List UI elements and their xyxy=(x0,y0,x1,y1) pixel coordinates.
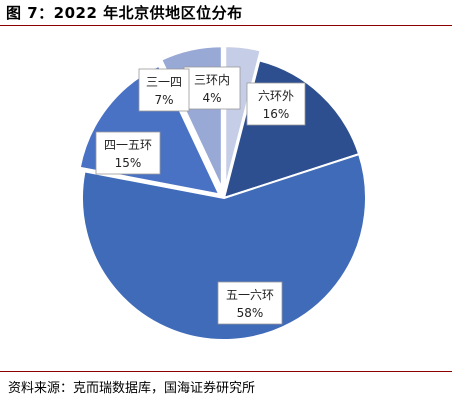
slice-value-0: 4% xyxy=(202,91,221,105)
slice-value-2: 58% xyxy=(237,306,264,320)
slice-label-1: 六环外 xyxy=(258,89,294,103)
slice-label-2: 五一六环 xyxy=(226,288,274,302)
slice-value-1: 16% xyxy=(263,107,290,121)
source-note: 资料来源：克而瑞数据库，国海证券研究所 xyxy=(8,381,256,396)
figure-title: 图 7：2022 年北京供地区位分布 xyxy=(6,4,243,22)
pie-chart: 三环内 4% 六环外 16% 五一六环 58% 四一五环 15% 三一四 7% xyxy=(78,45,367,341)
pie-labels: 三环内 4% 六环外 16% 五一六环 58% 四一五环 15% 三一四 7% xyxy=(95,66,306,325)
slice-label-0: 三环内 xyxy=(194,73,230,87)
source-rule xyxy=(0,371,452,372)
data-label-box-2 xyxy=(217,281,283,325)
slice-label-4: 三一四 xyxy=(146,75,182,89)
title-rule xyxy=(0,25,452,26)
slice-label-3: 四一五环 xyxy=(104,138,152,152)
pie-slice-2 xyxy=(81,152,367,341)
data-label-box-3 xyxy=(95,131,161,175)
data-label-box-1 xyxy=(246,82,306,126)
slice-value-4: 7% xyxy=(154,93,173,107)
data-label-box-0 xyxy=(183,66,241,110)
slice-value-3: 15% xyxy=(115,156,142,170)
data-label-box-4 xyxy=(138,68,190,112)
